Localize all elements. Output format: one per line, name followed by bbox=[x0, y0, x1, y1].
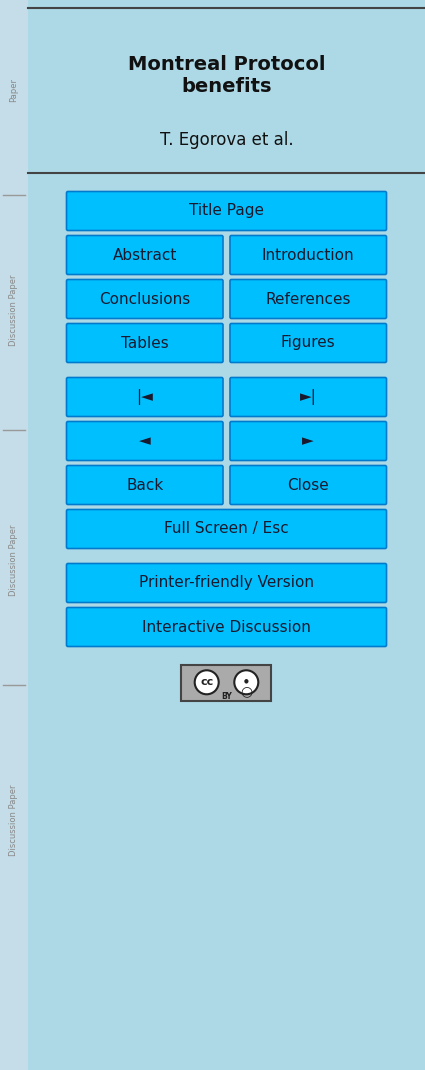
Text: cc: cc bbox=[200, 677, 213, 687]
FancyBboxPatch shape bbox=[66, 608, 386, 646]
FancyBboxPatch shape bbox=[230, 422, 386, 460]
Text: Discussion Paper: Discussion Paper bbox=[9, 524, 19, 596]
FancyBboxPatch shape bbox=[230, 235, 386, 275]
Text: Conclusions: Conclusions bbox=[99, 291, 190, 306]
Text: ◄: ◄ bbox=[139, 433, 150, 448]
Text: References: References bbox=[266, 291, 351, 306]
Text: Title Page: Title Page bbox=[189, 203, 264, 218]
Text: ●: ● bbox=[244, 678, 249, 684]
Text: |◄: |◄ bbox=[136, 389, 153, 406]
FancyBboxPatch shape bbox=[66, 422, 223, 460]
FancyBboxPatch shape bbox=[230, 279, 386, 319]
FancyBboxPatch shape bbox=[66, 192, 386, 230]
Text: Full Screen / Esc: Full Screen / Esc bbox=[164, 521, 289, 536]
Text: ►: ► bbox=[302, 433, 314, 448]
FancyBboxPatch shape bbox=[66, 323, 223, 363]
Text: Introduction: Introduction bbox=[262, 247, 354, 262]
Text: Close: Close bbox=[287, 477, 329, 492]
Text: ►|: ►| bbox=[300, 389, 317, 406]
Bar bbox=[181, 664, 272, 701]
Text: Discussion Paper: Discussion Paper bbox=[9, 784, 19, 856]
FancyBboxPatch shape bbox=[66, 378, 223, 416]
Circle shape bbox=[195, 670, 219, 694]
Text: T. Egorova et al.: T. Egorova et al. bbox=[160, 131, 293, 149]
FancyBboxPatch shape bbox=[66, 465, 223, 504]
Text: ○: ○ bbox=[240, 685, 252, 699]
Text: Tables: Tables bbox=[121, 336, 169, 351]
Text: BY: BY bbox=[221, 692, 232, 701]
FancyBboxPatch shape bbox=[66, 279, 223, 319]
FancyBboxPatch shape bbox=[66, 564, 386, 602]
Circle shape bbox=[234, 670, 258, 694]
Text: Discussion Paper: Discussion Paper bbox=[9, 274, 19, 346]
FancyBboxPatch shape bbox=[66, 509, 386, 549]
FancyBboxPatch shape bbox=[230, 323, 386, 363]
Text: Figures: Figures bbox=[281, 336, 336, 351]
FancyBboxPatch shape bbox=[230, 465, 386, 504]
Text: Back: Back bbox=[126, 477, 163, 492]
Bar bbox=[0, 0, 28, 1070]
Text: Abstract: Abstract bbox=[113, 247, 177, 262]
Text: Printer-friendly Version: Printer-friendly Version bbox=[139, 576, 314, 591]
Text: Paper: Paper bbox=[9, 78, 19, 102]
Text: Montreal Protocol
benefits: Montreal Protocol benefits bbox=[128, 55, 325, 95]
FancyBboxPatch shape bbox=[66, 235, 223, 275]
FancyBboxPatch shape bbox=[230, 378, 386, 416]
Text: Interactive Discussion: Interactive Discussion bbox=[142, 620, 311, 635]
